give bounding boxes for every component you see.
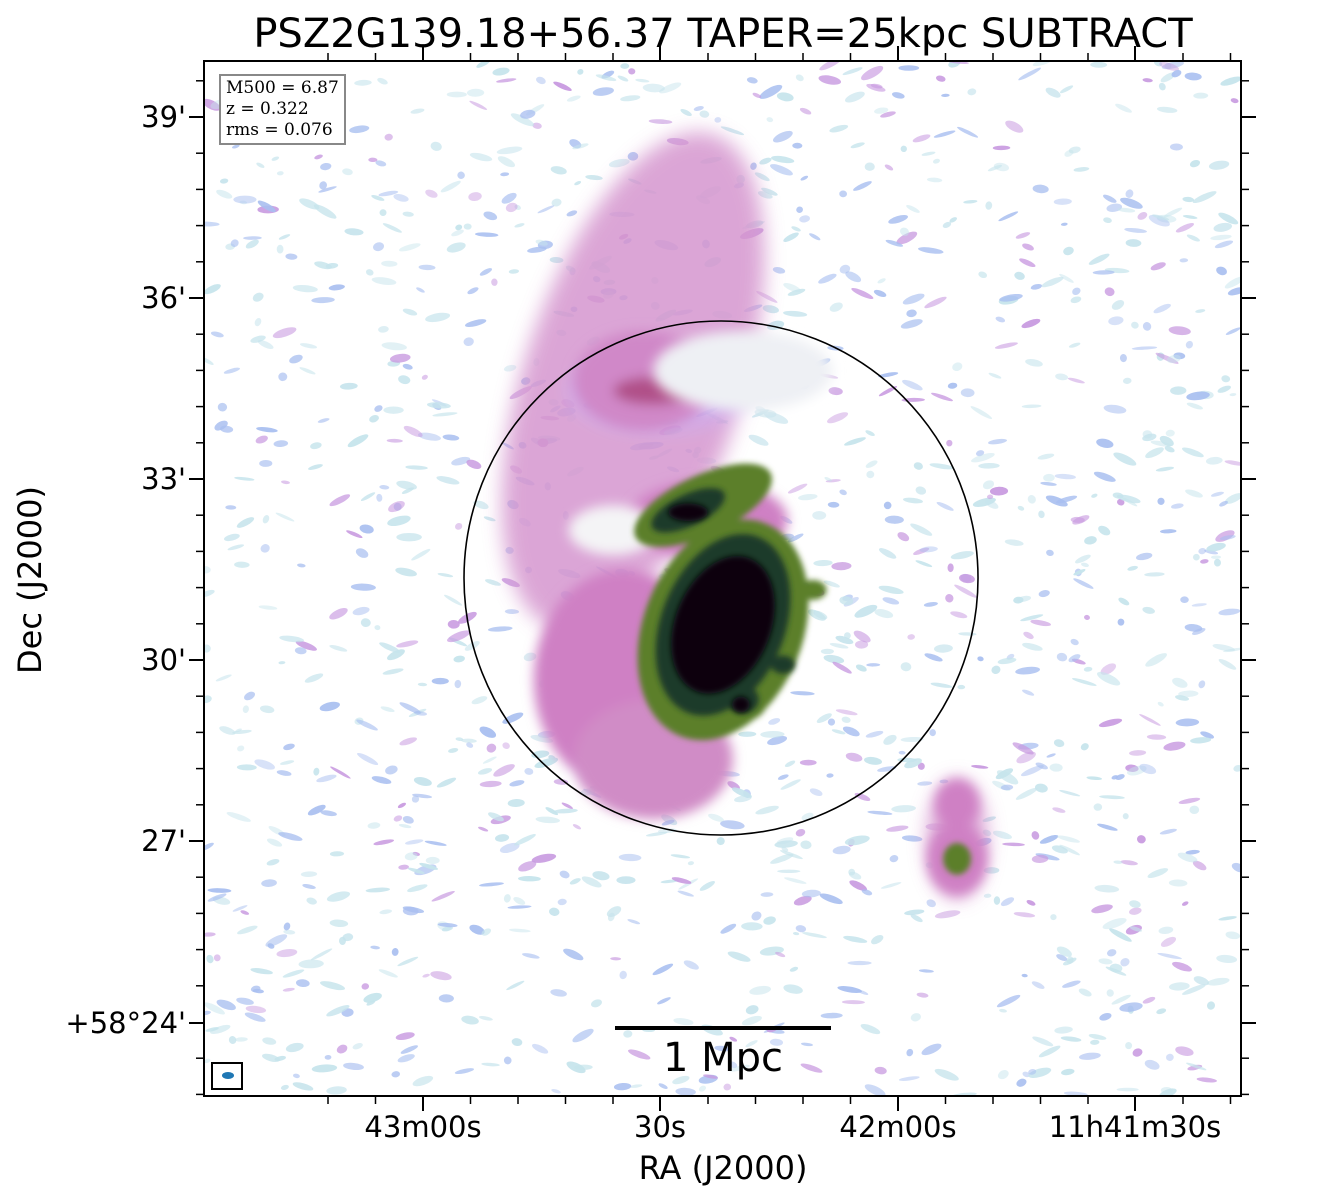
redshift-label: z = 0.322	[226, 99, 309, 119]
rms-label: rms = 0.076	[226, 120, 333, 140]
scale-bar	[615, 1026, 831, 1030]
beam-ellipse-icon	[222, 1072, 234, 1079]
x-axis-title: RA (J2000)	[638, 1149, 808, 1187]
beam-box	[211, 1062, 243, 1090]
y-tick-label: 39'	[141, 100, 186, 134]
image-panel: M500 = 6.87 z = 0.322 rms = 0.076 1 Mpc	[203, 60, 1242, 1097]
info-box: M500 = 6.87 z = 0.322 rms = 0.076	[219, 74, 346, 145]
y-tick-label: 36'	[141, 281, 186, 315]
radio-image	[205, 62, 1240, 1095]
x-tick-label: 43m00s	[364, 1110, 482, 1144]
scale-bar-label: 1 Mpc	[662, 1035, 784, 1081]
x-tick-label: 42m00s	[839, 1110, 957, 1144]
figure-title: PSZ2G139.18+56.37 TAPER=25kpc SUBTRACT	[253, 11, 1193, 57]
y-axis-title: Dec (J2000)	[11, 486, 49, 674]
r500-circle	[463, 320, 979, 836]
mass-label: M500 = 6.87	[226, 78, 339, 98]
y-tick-label: 27'	[141, 824, 186, 858]
x-tick-label: 30s	[633, 1110, 687, 1144]
cluster-emission	[501, 132, 987, 899]
y-tick-label: 33'	[141, 462, 186, 496]
x-tick-label: 11h41m30s	[1048, 1110, 1222, 1144]
y-tick-label: +58°24'	[65, 1006, 186, 1040]
y-tick-label: 30'	[141, 643, 186, 677]
